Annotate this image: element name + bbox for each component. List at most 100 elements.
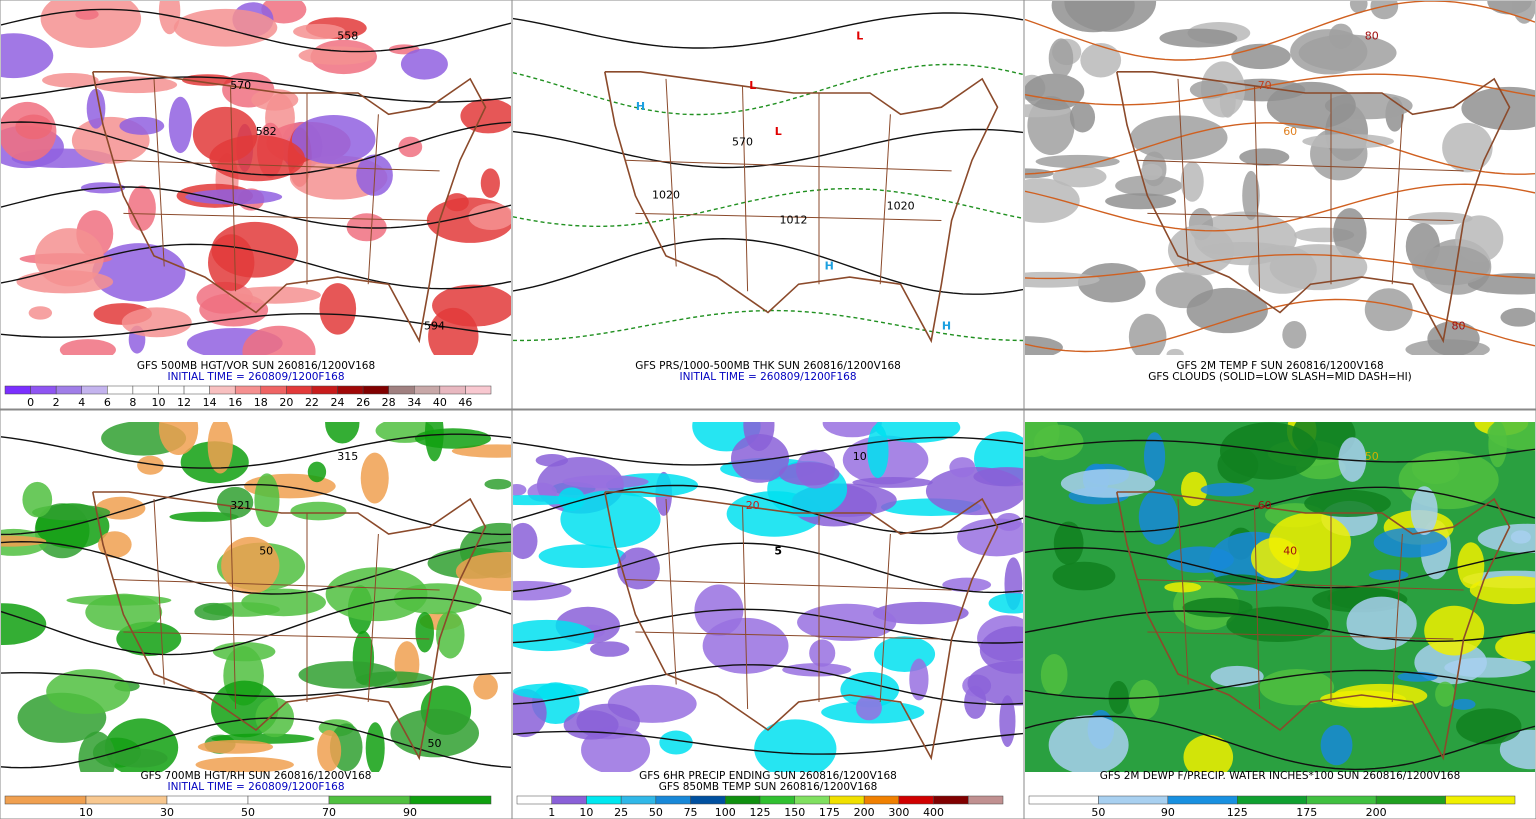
field-shade	[1467, 273, 1535, 295]
field-shade	[360, 452, 389, 504]
field-shade	[1304, 489, 1391, 518]
field-shade	[1282, 321, 1307, 349]
field-shade	[32, 504, 111, 521]
field-shade	[75, 8, 99, 20]
state-line	[635, 631, 942, 640]
field-shade	[325, 422, 360, 444]
contour	[1025, 610, 1535, 643]
state-line	[1254, 85, 1261, 292]
colorbar-label: 300	[888, 806, 909, 819]
field-shade	[1435, 681, 1456, 707]
colorbar-swatch	[1167, 795, 1238, 805]
field-shade	[94, 76, 178, 94]
state-line	[153, 498, 165, 685]
colorbar-swatch	[328, 795, 411, 805]
field-shade	[1461, 86, 1535, 131]
colorbar-swatch	[655, 795, 691, 805]
colorbar-swatch	[260, 385, 287, 395]
field-shade	[659, 730, 693, 755]
colorbar-label: 10	[151, 396, 165, 409]
colorbar-label: 70	[322, 806, 336, 819]
field-shade	[137, 455, 164, 475]
field-shade	[390, 708, 480, 758]
field-shade	[197, 740, 274, 754]
colorbar-swatch	[620, 795, 657, 805]
field-shade	[1200, 482, 1254, 497]
map-label: 594	[424, 320, 445, 333]
field-shade	[59, 339, 116, 355]
colorbar-swatch	[1306, 795, 1377, 805]
field-shade	[255, 697, 295, 738]
state-line	[230, 85, 237, 292]
contour	[1, 76, 511, 103]
field-shade	[855, 695, 882, 721]
state-line	[1254, 505, 1261, 710]
state-line	[123, 631, 430, 640]
field-shade	[207, 422, 233, 474]
colorbar-label: 6	[104, 396, 111, 409]
field-shade	[319, 283, 357, 335]
colorbar-swatch	[1098, 795, 1169, 805]
colorbar-label: 1	[548, 806, 555, 819]
field-shade	[1052, 561, 1116, 591]
field-shade	[1180, 161, 1204, 202]
field-shade	[1025, 336, 1063, 355]
contour	[1, 313, 511, 338]
field-shade	[92, 243, 186, 302]
state-line	[153, 78, 165, 267]
field-shade	[563, 710, 619, 740]
contour	[1025, 669, 1535, 700]
state-line	[879, 533, 891, 703]
field-shade	[22, 481, 53, 518]
field-shade	[1080, 43, 1122, 78]
colorbar-label: 125	[750, 806, 771, 819]
colorbar-swatch	[209, 385, 236, 395]
field-shade	[40, 1, 142, 48]
field-shade	[797, 603, 897, 641]
map-label: H	[942, 320, 951, 333]
field-shade	[1140, 163, 1163, 181]
contour	[1025, 73, 1535, 106]
field-shade	[1320, 724, 1353, 766]
field-shade	[251, 88, 299, 111]
field-shade	[1051, 1, 1135, 33]
field-shade	[513, 688, 547, 738]
field-shade	[1373, 527, 1448, 558]
contour	[513, 484, 1023, 535]
colorbar-label: 8	[129, 396, 136, 409]
field-shade	[307, 461, 327, 483]
field-shade	[1442, 122, 1493, 173]
state-line	[625, 579, 952, 591]
field-shade	[1444, 657, 1531, 678]
colorbar-swatch	[286, 385, 313, 395]
field-shade	[46, 669, 131, 714]
field-shade	[1033, 424, 1084, 461]
field-shade	[942, 577, 992, 592]
state-line	[635, 212, 942, 221]
field-shade	[119, 116, 165, 135]
field-shade	[86, 88, 106, 129]
field-shade	[290, 501, 347, 521]
colorbar-label: 125	[1227, 806, 1248, 819]
state-line	[1177, 498, 1189, 685]
field-shade	[1469, 575, 1535, 605]
field-shade	[872, 601, 969, 625]
colorbar-label: 75	[684, 806, 698, 819]
caption: GFS 500MB HGT/VOR SUN 260816/1200V168	[137, 360, 375, 372]
colorbar-label: 12	[177, 396, 191, 409]
field-shade	[173, 8, 278, 47]
colorbar-label: 28	[382, 396, 396, 409]
field-shade	[589, 641, 630, 657]
field-shade	[1364, 288, 1413, 332]
field-shade	[455, 551, 511, 592]
colorbar-label: 175	[1296, 806, 1317, 819]
field-shade	[1069, 101, 1096, 133]
field-shade	[254, 473, 280, 528]
contour	[1, 433, 511, 469]
map-label: 40	[1283, 545, 1297, 558]
panel: 10 20 5 GFS 6HR PRECIP ENDING SUN 260816/12…	[511, 409, 1025, 819]
field-shade	[104, 718, 179, 772]
us-outline	[604, 71, 999, 344]
map-label: 50	[1365, 450, 1379, 463]
colorbar-swatch	[311, 385, 338, 395]
